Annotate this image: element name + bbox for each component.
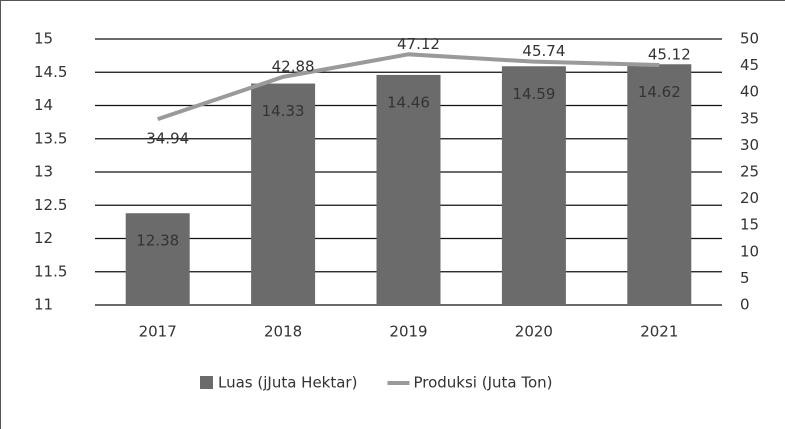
bar xyxy=(627,64,692,306)
data-label: 45.12 xyxy=(648,45,691,63)
y-tick-label: 11.5 xyxy=(34,262,67,280)
bar xyxy=(125,213,190,305)
y2-tick-label: 0 xyxy=(740,296,750,314)
x-tick-label: 2018 xyxy=(264,323,302,341)
data-label: 34.94 xyxy=(146,130,189,148)
bar xyxy=(501,66,566,305)
legend-label: Luas (jJuta Hektar) xyxy=(218,374,357,392)
data-label: 42.88 xyxy=(272,57,315,75)
data-label: 14.46 xyxy=(387,93,430,111)
y2-tick-label: 35 xyxy=(740,109,759,127)
y2-tick-label: 20 xyxy=(740,189,759,207)
y-tick-label: 13.5 xyxy=(34,129,67,147)
bar xyxy=(376,74,441,305)
y2-tick-label: 15 xyxy=(740,216,759,234)
data-label: 47.12 xyxy=(397,35,440,53)
y-tick-label: 12 xyxy=(34,229,53,247)
legend-swatch xyxy=(200,376,213,389)
bar xyxy=(251,83,316,306)
y2-tick-label: 30 xyxy=(740,136,759,154)
line xyxy=(157,52,660,122)
y-tick-label: 11 xyxy=(34,296,53,314)
y2-tick-label: 50 xyxy=(740,30,759,48)
y-tick-label: 14 xyxy=(34,96,53,114)
y2-tick-label: 40 xyxy=(740,83,759,101)
y-tick-label: 15 xyxy=(34,30,53,48)
data-label: 45.74 xyxy=(522,42,565,60)
data-label: 12.38 xyxy=(136,232,179,250)
x-tick-label: 2021 xyxy=(640,323,678,341)
y2-tick-label: 25 xyxy=(740,163,759,181)
data-label: 14.59 xyxy=(512,85,555,103)
x-tick-label: 2017 xyxy=(139,323,177,341)
y2-tick-label: 45 xyxy=(740,56,759,74)
legend-label: Produksi (Juta Ton) xyxy=(413,374,552,392)
y2-tick-label: 5 xyxy=(740,269,750,287)
y-tick-label: 13 xyxy=(34,163,53,181)
y-tick-label: 12.5 xyxy=(34,196,67,214)
x-tick-label: 2019 xyxy=(389,323,427,341)
data-label: 14.62 xyxy=(638,83,681,101)
data-label: 14.33 xyxy=(262,102,305,120)
x-tick-label: 2020 xyxy=(515,323,553,341)
y2-tick-label: 10 xyxy=(740,242,759,260)
y-tick-label: 14.5 xyxy=(34,63,67,81)
